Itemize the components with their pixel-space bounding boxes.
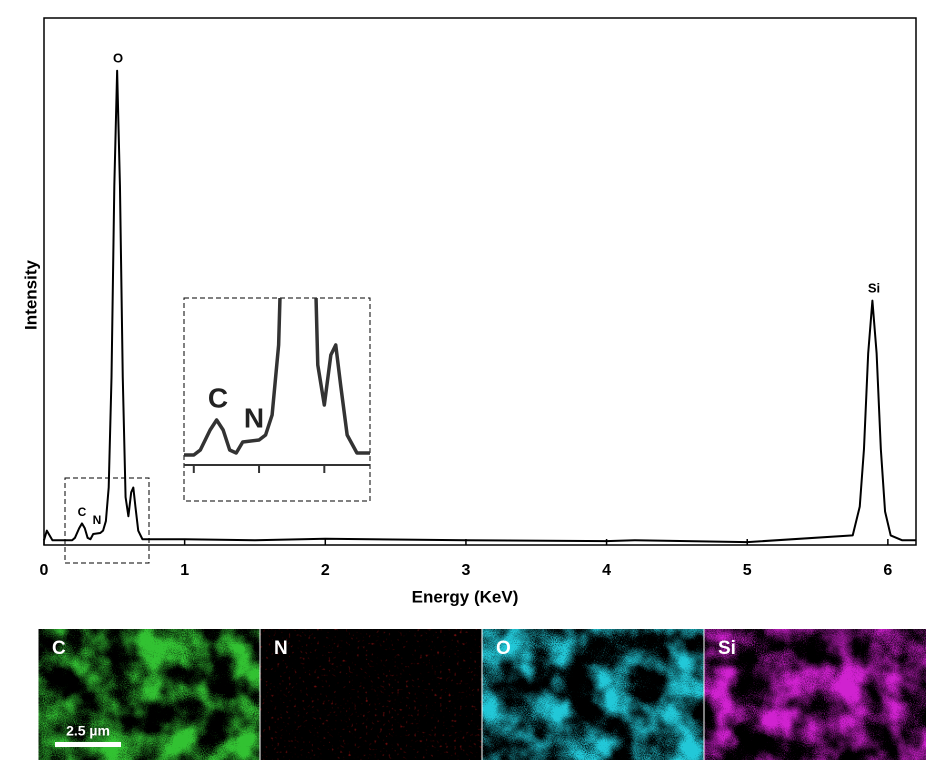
x-tick-label: 1 xyxy=(180,562,189,579)
map-texture xyxy=(704,629,926,760)
x-tick-label: 0 xyxy=(40,562,49,579)
x-tick-label: 5 xyxy=(743,562,752,579)
map-label: C xyxy=(52,638,66,659)
spectrum-line xyxy=(43,69,916,544)
peak-label: Si xyxy=(868,280,880,295)
map-label: N xyxy=(274,638,288,659)
inset-label: C xyxy=(208,382,228,413)
plot-frame xyxy=(43,17,917,546)
peak-label: C xyxy=(78,505,87,519)
element-maps: C N O Si 2.5 µm xyxy=(37,629,926,760)
inset-label: N xyxy=(244,402,264,433)
inset-frame xyxy=(183,297,371,502)
scale-bar xyxy=(55,742,121,747)
map-texture xyxy=(38,629,260,760)
x-tick-label: 3 xyxy=(461,562,470,579)
x-tick-label: 2 xyxy=(321,562,330,579)
map-label: O xyxy=(496,638,511,659)
map-texture xyxy=(482,629,704,760)
y-axis-label: Intensity xyxy=(21,260,40,330)
map-label: Si xyxy=(718,638,736,659)
x-tick-label: 4 xyxy=(602,562,611,579)
zoom-region xyxy=(64,477,150,564)
inset-spectrum-line xyxy=(184,298,370,457)
x-axis-label: Energy (KeV) xyxy=(412,587,519,606)
peak-label: N xyxy=(93,513,102,527)
map-texture xyxy=(260,629,482,760)
scale-bar-label: 2.5 µm xyxy=(66,723,110,739)
x-tick-label: 6 xyxy=(883,562,892,579)
peak-label: O xyxy=(113,50,123,65)
